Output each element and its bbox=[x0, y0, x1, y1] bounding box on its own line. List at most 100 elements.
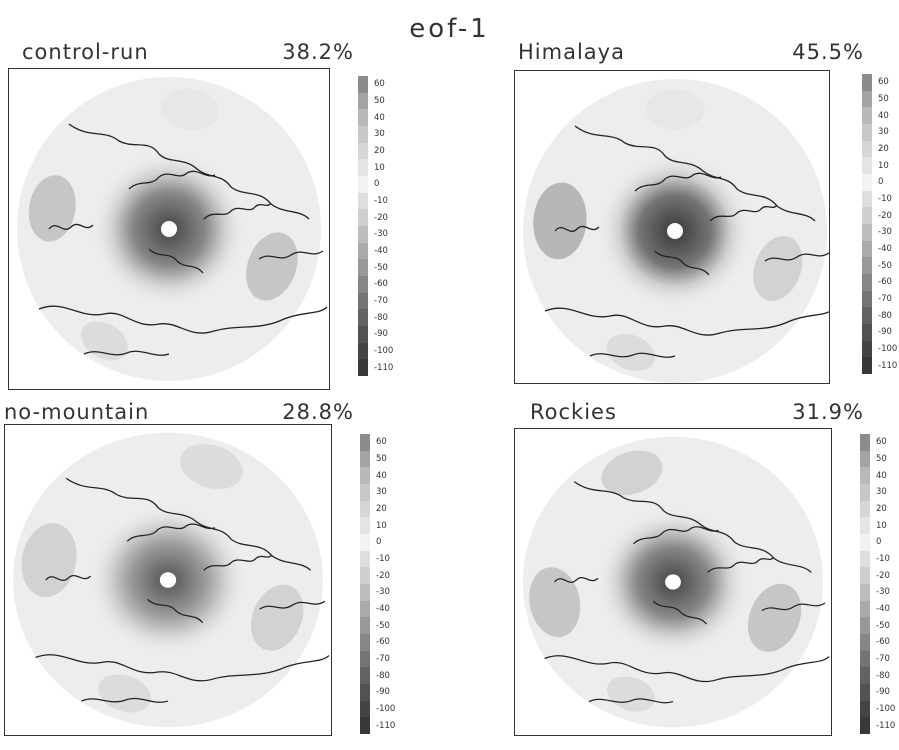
colorbar-tick-label: 10 bbox=[374, 162, 385, 173]
colorbar-swatch bbox=[860, 483, 870, 501]
coastline bbox=[709, 204, 778, 222]
colorbar-tick-label: -20 bbox=[876, 570, 890, 581]
north-pole-marker bbox=[159, 572, 177, 588]
colorbar-tick-label: -40 bbox=[374, 246, 388, 256]
colorbar-tick-label: 30 bbox=[374, 129, 385, 140]
colorbar-tick-label: 60 bbox=[878, 77, 889, 88]
coastline bbox=[764, 252, 829, 262]
colorbar-swatch bbox=[860, 600, 870, 618]
colorbar-tick-label: 0 bbox=[878, 177, 884, 188]
coastline bbox=[652, 600, 708, 625]
colorbar-tick-label: 40 bbox=[376, 470, 387, 481]
panel-himalaya: Himalaya 45.5% 60 50 40 30 20 10 0 -10 -20 -30 -40… bbox=[514, 40, 899, 390]
colorbar: 60 50 40 30 20 10 0 -10 -20 -30 -40 -50 -60 -70 -80 -90… bbox=[358, 76, 422, 376]
colorbar-swatch bbox=[360, 483, 370, 501]
colorbar-tick-label: -10 bbox=[376, 554, 390, 564]
colorbar-ticks: 60 50 40 30 20 10 0 -10 -20 -30 -40 -50 -60 -70 -80 -90… bbox=[374, 76, 420, 376]
anomaly-lobe bbox=[753, 236, 803, 301]
coastline bbox=[761, 602, 826, 612]
colorbar-tick-label: -60 bbox=[878, 277, 892, 288]
colorbar-tick-label: 20 bbox=[876, 504, 887, 514]
colorbar-tick-label: 50 bbox=[876, 454, 887, 464]
colorbar-swatch bbox=[358, 175, 368, 193]
colorbar-swatch bbox=[862, 157, 872, 174]
colorbar-swatch bbox=[360, 633, 370, 651]
colorbar-tick-label: -50 bbox=[878, 260, 892, 271]
colorbar-tick-label: -30 bbox=[876, 587, 890, 598]
variance-percent: 31.9% bbox=[792, 400, 864, 424]
coastline bbox=[35, 654, 330, 682]
colorbar-tick-label: -80 bbox=[376, 670, 390, 681]
colorbar-swatch bbox=[358, 109, 368, 126]
coastline bbox=[147, 598, 204, 624]
colorbar-swatch bbox=[862, 273, 872, 291]
colorbar-tick-label: -110 bbox=[876, 720, 896, 731]
anomaly-lobe bbox=[161, 88, 220, 130]
colorbar-tick-label: 30 bbox=[876, 487, 887, 498]
colorbar-swatch bbox=[862, 107, 872, 124]
coastline bbox=[553, 577, 599, 583]
colorbar-tick-label: -70 bbox=[376, 654, 390, 664]
colorbar-swatch bbox=[360, 550, 370, 568]
colorbar-tick-label: -30 bbox=[374, 229, 388, 240]
colorbar-swatch bbox=[358, 209, 368, 226]
colorbar-tick-label: -10 bbox=[878, 194, 892, 204]
colorbar-swatch bbox=[862, 257, 872, 274]
colorbar-tick-label: -100 bbox=[878, 344, 898, 354]
colorbar-tick-label: 60 bbox=[876, 437, 887, 448]
anomaly-lobe bbox=[533, 182, 587, 260]
colorbar-swatch bbox=[862, 173, 872, 191]
colorbar-swatch bbox=[860, 667, 870, 684]
anomaly-lobe bbox=[250, 584, 304, 651]
colorbar-tick-label: -60 bbox=[376, 637, 390, 648]
colorbar-scale bbox=[360, 434, 370, 734]
colorbar-tick-label: -10 bbox=[876, 554, 890, 564]
colorbar-swatch bbox=[860, 533, 870, 551]
colorbar-tick-label: 40 bbox=[374, 112, 385, 123]
anomaly-lobe bbox=[601, 450, 663, 496]
colorbar-tick-label: 20 bbox=[878, 144, 889, 154]
polar-map bbox=[514, 70, 830, 384]
polar-map bbox=[4, 424, 332, 736]
colorbar-swatch bbox=[860, 450, 870, 468]
colorbar-swatch bbox=[358, 142, 368, 160]
colorbar-tick-label: -40 bbox=[376, 604, 390, 614]
colorbar-swatch bbox=[360, 583, 370, 601]
colorbar-tick-label: -70 bbox=[374, 296, 388, 306]
colorbar-ticks: 60 50 40 30 20 10 0 -10 -20 -30 -40 -50 -60 -70 -80 -90… bbox=[376, 434, 422, 734]
colorbar-swatch bbox=[358, 359, 368, 376]
colorbar-swatch bbox=[360, 617, 370, 634]
panel-name: Rockies bbox=[530, 400, 617, 424]
panel-title: control-run 38.2% bbox=[4, 40, 354, 66]
colorbar-scale bbox=[358, 76, 368, 376]
colorbar: 60 50 40 30 20 10 0 -10 -20 -30 -40 -50 -60 -70 -80 -90… bbox=[360, 434, 424, 734]
coastline bbox=[544, 307, 829, 336]
coastline bbox=[128, 170, 216, 190]
colorbar-swatch bbox=[358, 292, 368, 310]
colorbar-swatch bbox=[358, 309, 368, 326]
anomaly-lobe bbox=[606, 676, 655, 712]
coastline bbox=[203, 202, 272, 220]
colorbar-swatch bbox=[862, 190, 872, 208]
colorbar-tick-label: -30 bbox=[878, 227, 892, 238]
colorbar-swatch bbox=[358, 159, 368, 176]
colorbar-tick-label: 30 bbox=[376, 487, 387, 498]
colorbar-tick-label: -30 bbox=[376, 587, 390, 598]
coastline bbox=[633, 526, 719, 545]
panel-name: no-mountain bbox=[4, 400, 150, 424]
colorbar-swatch bbox=[358, 275, 368, 293]
colorbar-swatch bbox=[358, 76, 368, 93]
colorbar-swatch bbox=[862, 290, 872, 308]
colorbar-tick-label: 10 bbox=[376, 520, 387, 531]
anomaly-lobe bbox=[28, 175, 76, 242]
colorbar-swatch bbox=[862, 123, 872, 141]
colorbar-swatch bbox=[860, 700, 870, 718]
variance-percent: 38.2% bbox=[282, 40, 354, 64]
colorbar-tick-label: -90 bbox=[876, 687, 890, 698]
colorbar-tick-label: 50 bbox=[376, 454, 387, 464]
colorbar-tick-label: -20 bbox=[878, 210, 892, 221]
coastline bbox=[258, 250, 324, 260]
colorbar-swatch bbox=[860, 500, 870, 518]
coastline bbox=[48, 223, 94, 230]
colorbar: 60 50 40 30 20 10 0 -10 -20 -30 -40 -50 -60 -70 -80 -90… bbox=[860, 434, 899, 734]
